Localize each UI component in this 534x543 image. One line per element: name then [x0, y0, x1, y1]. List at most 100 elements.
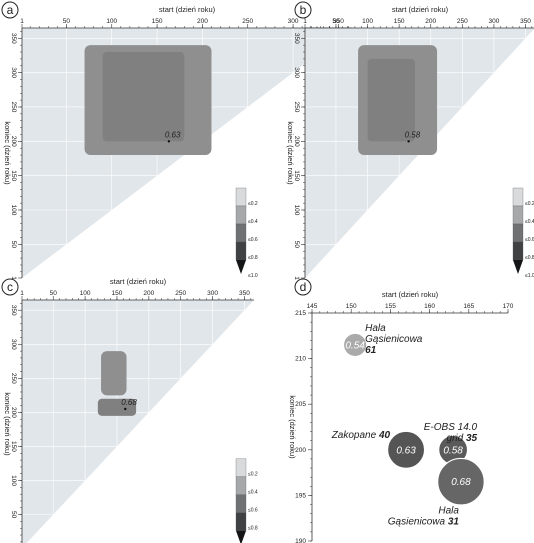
y-tick-label: 200 [10, 136, 17, 147]
x-tick-label: 150 [394, 18, 405, 25]
y-tick-label: 300 [10, 339, 17, 350]
legend-label: ≤0.4 [248, 490, 258, 496]
y-tick-label: 100 [293, 205, 300, 216]
x-tick-label: 250 [457, 18, 468, 25]
x-tick-label: 300 [488, 18, 499, 25]
max-marker [407, 140, 410, 143]
bubble-count: 31 [445, 517, 459, 528]
legend-label: ≤0.6 [248, 237, 258, 243]
x-tick-label: 200 [425, 18, 436, 25]
x-tick-label: 1 [20, 290, 24, 297]
legend-swatch [235, 458, 247, 477]
y-tick-label: 1 [10, 276, 17, 280]
y-tick-label: 250 [10, 102, 17, 113]
x-axis-title: start (dzień roku) [159, 5, 216, 14]
x-tick-label: 165 [463, 303, 474, 310]
bubble-value: 0.63 [396, 445, 416, 456]
x-tick-label: 350 [333, 18, 344, 25]
y-tick-label: 350 [10, 33, 17, 44]
x-tick-label: 170 [503, 303, 514, 310]
legend-label: ≤0.4 [525, 219, 534, 225]
legend-swatch [235, 241, 247, 261]
legend-swatch [512, 205, 524, 225]
plot-area [22, 300, 254, 543]
legend-swatch [236, 260, 246, 274]
y-tick-label: 150 [10, 441, 17, 452]
x-tick-label: 200 [197, 18, 208, 25]
bubble-count: 35 [463, 433, 477, 444]
x-tick-label: 250 [175, 290, 186, 297]
panel-a: 0.631 50 100 150 200 250 300 350150100150200250… [1, 1, 354, 280]
y-tick-label: 1 [293, 276, 300, 280]
bubble-count: 61 [365, 345, 377, 356]
x-tick-label: 300 [288, 18, 299, 25]
panel-letter-circle [1, 1, 19, 19]
x-tick-label: 100 [80, 290, 91, 297]
legend-label: ≤0.2 [248, 201, 258, 207]
legend-label: ≤1.0 [525, 273, 534, 279]
legend-swatch [235, 476, 247, 495]
bubble-value: 0.54 [345, 340, 365, 351]
y-axis-title: koniec (dzień roku) [3, 121, 12, 185]
legend-swatch [235, 187, 247, 207]
region-core [367, 58, 415, 142]
bubble-value: 0.68 [451, 477, 471, 488]
legend-swatch [512, 223, 524, 243]
bubble-name: E-OBS 14.0 grid 35 [424, 422, 478, 444]
region-main [101, 351, 127, 396]
legend-swatch [235, 223, 247, 243]
x-tick-label: 50 [63, 18, 71, 25]
legend-swatch [235, 494, 247, 513]
x-tick-label: 150 [346, 303, 357, 310]
bubble-name-line: grid [447, 433, 464, 444]
y-axis-title: koniec (dzień roku) [3, 392, 12, 456]
y-tick-label: 350 [293, 33, 300, 44]
bubble [437, 457, 485, 506]
y-tick-label: 50 [293, 241, 300, 249]
x-tick-label: 150 [152, 18, 163, 25]
x-tick-label: 145 [307, 303, 318, 310]
legend-swatch [236, 530, 246, 543]
legend-swatch [235, 205, 247, 225]
y-tick-label: 150 [293, 170, 300, 181]
bubble-count: 40 [376, 430, 390, 441]
legend-label: ≤0.6 [525, 237, 534, 243]
x-tick-label: 350 [520, 18, 531, 25]
legend-swatch [512, 241, 524, 261]
bubble-name-line: Hala [365, 323, 386, 334]
legend-label: ≤0.4 [248, 219, 258, 225]
x-tick-label: 50 [50, 290, 58, 297]
x-axis-title: start (dzień roku) [110, 277, 167, 286]
panel-d: 145 150 155 160 165 170 190 195 200 205 210 215 star… [288, 278, 514, 543]
region-core [102, 52, 185, 142]
bubble-name-line: Hala [438, 506, 459, 517]
x-tick-label: 200 [143, 290, 154, 297]
y-axis-title: koniec (dzień roku) [286, 121, 295, 185]
x-tick-label: 160 [424, 303, 435, 310]
bubble [342, 332, 368, 358]
panel-letter: c [7, 280, 13, 294]
max-marker [167, 140, 171, 143]
max-value-label: 0.58 [405, 130, 421, 139]
y-tick-label: 200 [295, 447, 306, 454]
legend-label: ≤0.2 [248, 472, 258, 478]
mask [28, 300, 256, 543]
bubble-name: Hala Gąsienicowa 31 [388, 506, 460, 528]
x-tick-label: 150 [112, 290, 123, 297]
legend-label: ≤1.0 [248, 273, 258, 279]
panel-letter-circle [294, 1, 312, 19]
bubble-name-line: E-OBS 14.0 [424, 422, 478, 433]
y-tick-label: 190 [295, 538, 306, 543]
x-tick-label: 155 [385, 303, 396, 310]
legend-label: ≤0.8 [248, 255, 258, 261]
y-tick-label: 150 [10, 170, 17, 181]
bubble-name-line: Gąsienicowa [388, 517, 446, 528]
panel-letter-circle [294, 278, 312, 296]
mask [305, 29, 534, 280]
bubble-name: Hala Gąsienicowa 61 [365, 323, 423, 356]
x-tick-label: 350 [239, 290, 250, 297]
y-tick-label: 50 [10, 241, 17, 249]
panel-letter: d [300, 280, 307, 294]
x-tick-label: 250 [242, 18, 253, 25]
